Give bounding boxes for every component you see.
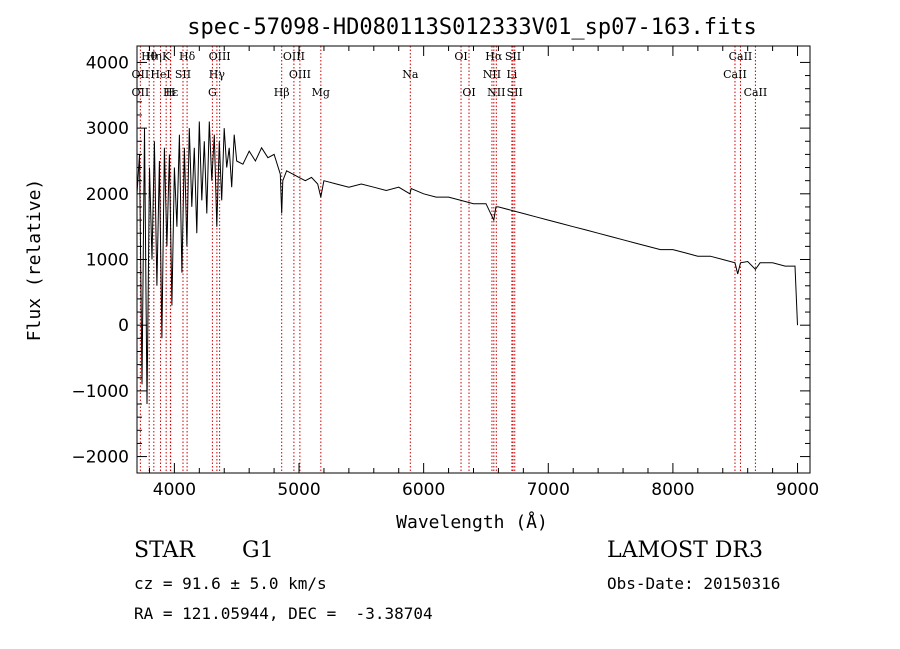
line-label: Na: [402, 68, 419, 81]
line-label: H: [166, 86, 176, 99]
line-label: OII: [132, 86, 150, 99]
line-label: K: [162, 50, 171, 63]
coordinates: RA = 121.05944, DEC = -3.38704: [134, 604, 433, 623]
line-label: Hθ: [141, 50, 158, 63]
x-tick-label: 7000: [527, 480, 570, 500]
y-tick-label: −2000: [71, 448, 129, 468]
series-line: [136, 121, 798, 405]
y-tick-label: 1000: [86, 251, 129, 271]
line-label: Mg: [312, 86, 330, 99]
object-class: STAR: [134, 538, 195, 563]
plot-frame: [136, 45, 811, 474]
spectrum-chart: spec-57098-HD080113S012333V01_sp07-163.f…: [24, 15, 819, 533]
x-tick-label: 8000: [651, 480, 694, 500]
line-label: Hα: [485, 50, 503, 63]
x-tick-label: 4000: [153, 480, 196, 500]
chart-title: spec-57098-HD080113S012333V01_sp07-163.f…: [187, 15, 757, 40]
survey-name: LAMOST DR3: [607, 538, 763, 563]
line-label: Li: [506, 68, 517, 81]
x-tick-label: 5000: [277, 480, 320, 500]
line-label: OII: [132, 68, 150, 81]
y-tick-label: −1000: [71, 382, 129, 402]
x-axis: 4000 5000 6000 7000 8000 9000: [148, 46, 819, 500]
redshift-readout: cz = 91.6 ± 5.0 km/s: [134, 574, 327, 593]
object-subclass: G1: [242, 538, 274, 563]
line-label: OI: [462, 86, 475, 99]
x-tick-label: 6000: [402, 480, 445, 500]
x-tick-label: 9000: [776, 480, 819, 500]
line-label: OIII: [209, 50, 231, 63]
line-label: NII: [487, 86, 505, 99]
line-label: Hβ: [274, 86, 290, 99]
series-group: [136, 121, 798, 405]
y-tick-label: 2000: [86, 185, 129, 205]
line-label: HeI: [150, 68, 170, 81]
line-label: CaII: [729, 50, 753, 63]
line-label: OIII: [283, 50, 305, 63]
line-label: Hη: [146, 50, 162, 63]
line-label: Hδ: [179, 50, 196, 63]
line-label: SII: [505, 50, 521, 63]
y-tick-label: 0: [118, 316, 129, 336]
line-markers: [139, 46, 756, 473]
y-axis: −2000 −1000 0 1000 2000 3000 4000: [71, 53, 810, 468]
line-label: CaII: [723, 68, 747, 81]
line-label: OI: [454, 50, 467, 63]
obs-date: Obs-Date: 20150316: [607, 574, 781, 593]
line-label: CaII: [744, 86, 768, 99]
y-tick-label: 4000: [86, 53, 129, 73]
line-label: SII: [175, 68, 191, 81]
line-label: G: [208, 86, 217, 99]
x-axis-label: Wavelength (Å): [396, 511, 548, 533]
line-label: OIII: [289, 68, 311, 81]
y-axis-label: Flux (relative): [24, 179, 45, 342]
line-label: SII: [507, 86, 523, 99]
line-label: Hε: [163, 86, 179, 99]
line-label: Hγ: [209, 68, 226, 81]
y-tick-label: 3000: [86, 119, 129, 139]
line-label: NII: [483, 68, 501, 81]
